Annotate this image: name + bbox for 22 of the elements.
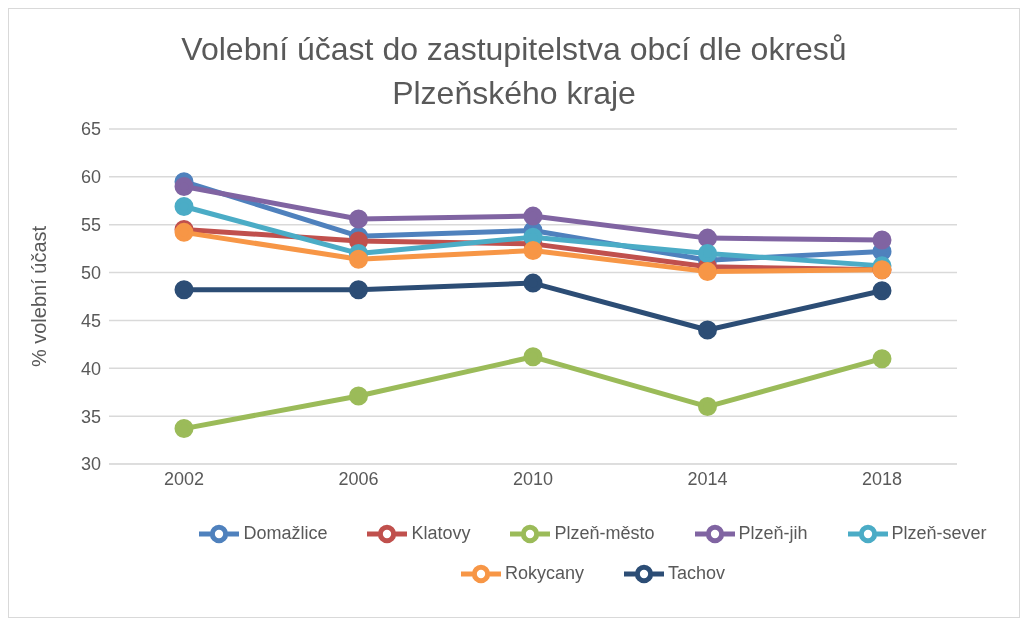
y-tick-label: 50 [80,262,101,283]
chart-title: Volební účast do zastupitelstva obcí dle okresů Plzeňského kraje [180,30,848,113]
x-tick-label: 2018 [861,468,903,489]
y-tick-label: 35 [80,406,101,427]
legend-label: Plzeň-jih [738,522,808,543]
legend-label: Plzeň-sever [891,522,987,543]
y-tick-label: 40 [80,358,101,379]
legend-label: Klatovy [411,522,471,543]
legend-label: Rokycany [504,562,584,583]
y-tick-label: 60 [80,167,101,188]
y-tick-label: 30 [80,454,101,475]
y-tick-label: 65 [80,119,101,140]
x-tick-label: 2014 [687,468,728,489]
y-tick-label: 55 [80,215,101,236]
legend-label: Plzeň-město [554,522,655,543]
x-tick-label: 2002 [163,468,205,489]
legend-label: Tachov [667,562,726,583]
y-axis-title: % volební účast [28,225,51,368]
x-tick-label: 2010 [512,468,554,489]
x-tick-label: 2006 [338,468,379,489]
y-tick-label: 45 [80,310,101,331]
legend-label: Domažlice [243,522,328,543]
